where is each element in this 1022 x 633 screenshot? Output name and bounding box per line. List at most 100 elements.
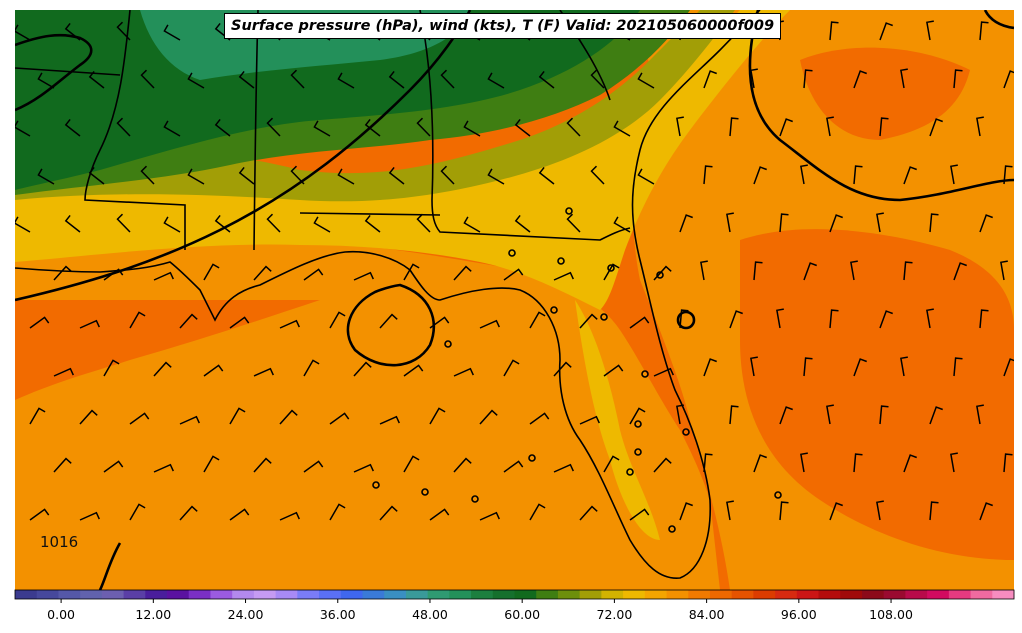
wind-barb — [613, 216, 631, 233]
colorbar-swatch — [427, 590, 450, 599]
wind-barb — [729, 405, 739, 425]
colorbar-swatch — [80, 590, 103, 599]
colorbar-swatch — [709, 590, 733, 599]
wind-barb — [753, 454, 767, 473]
wind-barb — [826, 116, 834, 137]
wind-barb — [238, 70, 255, 89]
wind-barb — [129, 503, 146, 521]
wind-barb — [64, 118, 81, 137]
wind-barb — [926, 308, 934, 329]
wind-barb — [29, 316, 50, 329]
wind-barb — [429, 508, 450, 521]
wind-barb — [803, 262, 817, 281]
wind-barb — [853, 165, 863, 185]
wind-barb — [129, 412, 150, 425]
wind-barb — [364, 214, 381, 233]
wind-barb — [379, 415, 400, 425]
wind-barb — [313, 120, 331, 137]
wind-barb — [800, 164, 808, 185]
wind-barb — [903, 454, 917, 473]
wind-barb — [750, 356, 758, 377]
colorbar-tick-label: 108.00 — [869, 607, 913, 622]
wind-barb — [566, 213, 581, 233]
wind-barb — [976, 116, 984, 137]
wind-barb — [703, 358, 717, 377]
colorbar-swatch — [362, 590, 385, 599]
wind-barb — [416, 117, 431, 137]
wind-barb — [303, 460, 324, 473]
wind-barb — [979, 502, 993, 521]
wind-barb — [187, 72, 205, 89]
wind-barb — [379, 313, 398, 329]
colorbar-swatch — [232, 590, 255, 599]
wind-barb — [53, 367, 74, 377]
colorbar-swatch — [601, 590, 624, 599]
wind-barb — [429, 316, 450, 329]
wind-barb — [829, 21, 839, 41]
wind-barb — [579, 313, 598, 329]
colorbar-swatch — [36, 590, 59, 599]
wind-barb — [290, 165, 305, 185]
wind-barb — [553, 271, 574, 281]
wind-barb — [203, 455, 220, 473]
wind-barb — [337, 72, 355, 89]
colorbar-tick-label: 96.00 — [780, 607, 817, 622]
colorbar-tick-marks — [60, 599, 892, 603]
colorbar-tick-label: 48.00 — [412, 607, 448, 622]
wind-barb — [403, 263, 420, 281]
wind-barb — [579, 415, 600, 425]
wind-barb — [503, 460, 524, 473]
wind-barb — [553, 463, 574, 473]
wind-barb — [379, 505, 398, 521]
wind-barb — [163, 216, 181, 233]
colorbar-swatch — [731, 590, 754, 599]
wind-barb — [37, 72, 55, 89]
wind-barb — [1003, 70, 1014, 89]
colorbar-swatch — [536, 590, 559, 599]
wind-barb — [950, 164, 958, 185]
colorbar-swatch — [644, 590, 668, 599]
wind-barb — [900, 356, 908, 377]
colorbar-swatch — [384, 590, 407, 599]
wind-barb — [453, 367, 474, 377]
wind-barb — [279, 409, 298, 425]
wind-barb — [590, 165, 605, 185]
wind-barb — [79, 511, 100, 521]
wind-barb — [503, 359, 520, 377]
wind-barb — [388, 70, 405, 89]
wind-barb — [779, 213, 789, 233]
colorbar-swatch — [210, 590, 233, 599]
wind-barb — [950, 452, 958, 473]
colorbar-swatch — [775, 590, 798, 599]
wind-barb — [179, 313, 198, 329]
colorbar-tick-label: 24.00 — [227, 607, 264, 622]
wind-barb — [853, 70, 867, 89]
wind-barb — [929, 501, 939, 521]
wind-barb — [116, 213, 131, 233]
wind-barb — [266, 213, 281, 233]
wind-barb — [479, 409, 498, 425]
station-markers — [372, 207, 782, 533]
wind-barb — [637, 168, 655, 185]
wind-barb — [388, 166, 405, 185]
wind-barb — [403, 364, 424, 377]
wind-barbs — [15, 20, 1014, 521]
colorbar-swatch — [340, 590, 363, 599]
colorbar-swatch — [167, 590, 190, 599]
wind-barb — [779, 501, 789, 521]
wind-barb — [179, 415, 200, 425]
colorbar-swatch — [818, 590, 841, 599]
wind-barb — [88, 70, 105, 89]
wind-barb — [953, 357, 963, 377]
colorbar-swatch — [15, 590, 38, 599]
wind-barb — [879, 405, 889, 425]
wind-barb — [953, 69, 963, 89]
wind-barb — [629, 407, 646, 425]
wind-barb — [229, 407, 246, 425]
wind-barb — [140, 165, 155, 185]
wind-barb — [603, 364, 624, 377]
wind-barb — [229, 508, 250, 521]
wind-barb — [116, 117, 131, 137]
colorbar-swatch — [948, 590, 972, 599]
